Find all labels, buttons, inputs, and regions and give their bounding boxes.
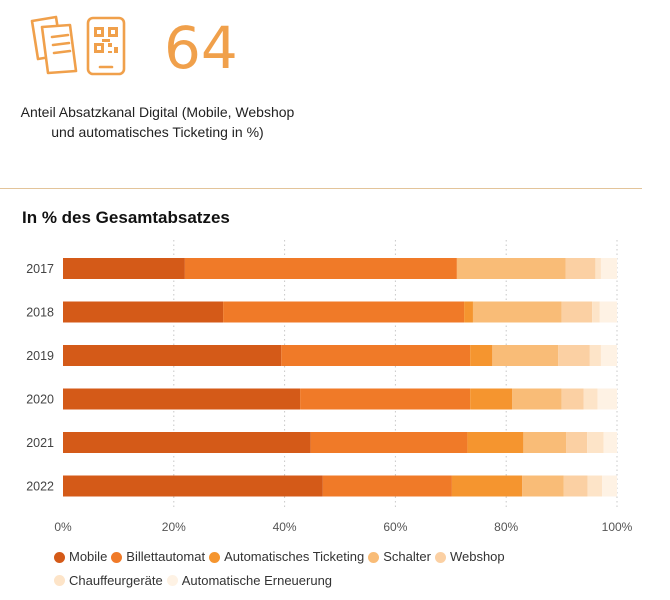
bar-segment bbox=[600, 345, 617, 366]
legend-swatch bbox=[166, 575, 178, 586]
bar-segment bbox=[322, 475, 452, 497]
bar-segment bbox=[592, 301, 600, 323]
bar-segment bbox=[63, 432, 311, 453]
bar-segment bbox=[522, 475, 564, 497]
legend-item: Chauffeurgeräte bbox=[54, 570, 163, 592]
bar-segment bbox=[456, 258, 566, 279]
bar-segment bbox=[63, 475, 323, 497]
bar-segment bbox=[561, 388, 584, 410]
legend-swatch bbox=[111, 551, 123, 563]
bar-segment bbox=[63, 258, 185, 279]
legend-label: Automatische Erneuerung bbox=[181, 572, 333, 588]
bar-segment bbox=[589, 345, 601, 366]
tickets-and-qr-phone-icon bbox=[30, 15, 126, 76]
y-tick-label: 2018 bbox=[26, 306, 54, 320]
bar-segment bbox=[561, 301, 593, 323]
legend-item: Webshop bbox=[434, 546, 505, 568]
legend-label: Billettautomat bbox=[126, 549, 206, 564]
kpi-description-line-2: und automatisches Ticketing in %) bbox=[51, 124, 264, 140]
bar-segment bbox=[512, 388, 562, 410]
x-tick-label: 20% bbox=[162, 520, 186, 534]
x-tick-label: 100% bbox=[602, 520, 633, 534]
y-tick-label: 2022 bbox=[26, 480, 54, 494]
bar-segment bbox=[184, 258, 457, 279]
bar-segment bbox=[223, 301, 465, 323]
bar-segment bbox=[587, 432, 604, 453]
legend-label: Mobile bbox=[69, 549, 108, 564]
y-tick-label: 2019 bbox=[26, 349, 54, 363]
bar-segment bbox=[603, 432, 617, 453]
bar-segment bbox=[467, 432, 524, 453]
bar-segment bbox=[281, 345, 471, 366]
y-tick-label: 2021 bbox=[26, 436, 54, 450]
kpi-description-line-1: Anteil Absatzkanal Digital (Mobile, Webs… bbox=[20, 104, 295, 120]
chart-title: In % des Gesamtabsatzes bbox=[22, 208, 230, 227]
bar-segment bbox=[300, 388, 471, 410]
bar-segment bbox=[599, 301, 617, 323]
legend-label: Schalter bbox=[383, 549, 431, 564]
bar-segment bbox=[595, 258, 601, 279]
bar-segment bbox=[583, 388, 598, 410]
legend-swatch bbox=[54, 551, 65, 563]
bar-segment bbox=[600, 258, 617, 279]
chart-legend: Mobile Billettautomat Automatisches Ticket… bbox=[54, 546, 614, 593]
legend-swatch bbox=[368, 551, 380, 563]
legend-swatch bbox=[209, 551, 221, 563]
legend-label: Automatisches Ticketing bbox=[224, 549, 365, 564]
bar-segment bbox=[566, 432, 588, 453]
bar-segment bbox=[558, 345, 590, 366]
bar-segment bbox=[492, 345, 559, 366]
bar-segment bbox=[597, 388, 617, 410]
x-tick-label: 40% bbox=[273, 520, 297, 534]
x-tick-label: 60% bbox=[383, 520, 407, 534]
bar-segment bbox=[565, 258, 596, 279]
kpi-description: Anteil Absatzkanal Digital (Mobile, Webs… bbox=[0, 102, 315, 142]
bar-segment bbox=[63, 345, 282, 366]
bar-segment bbox=[63, 388, 301, 410]
y-tick-label: 2020 bbox=[26, 393, 54, 407]
kpi-value: 64 bbox=[164, 14, 238, 82]
x-tick-label: 80% bbox=[494, 520, 518, 534]
y-tick-label: 2017 bbox=[26, 262, 54, 276]
legend-item: Automatisches Ticketing bbox=[209, 546, 364, 568]
bar-segment bbox=[587, 475, 603, 497]
bar-segment bbox=[523, 432, 567, 453]
legend-label: Webshop bbox=[449, 549, 505, 564]
bar-segment bbox=[63, 301, 224, 323]
legend-swatch bbox=[434, 551, 446, 563]
stacked-bar-chart: 0% 20% 40% 60% 80% 100% 2017 2018 2019 2020 2021 20… bbox=[26, 240, 633, 534]
legend-swatch bbox=[54, 575, 65, 586]
legend-label: Chauffeurgeräte bbox=[69, 572, 163, 588]
x-tick-label: 0% bbox=[54, 520, 72, 534]
bar-segment bbox=[602, 475, 617, 497]
bar-segment bbox=[563, 475, 588, 497]
legend-item: Schalter bbox=[368, 546, 431, 568]
bar-segment bbox=[470, 345, 493, 366]
bar-segment bbox=[464, 301, 473, 323]
legend-item: Automatische Erneuerung bbox=[166, 570, 333, 592]
bar-segment bbox=[451, 475, 523, 497]
legend-item: Mobile bbox=[54, 546, 107, 568]
bar-segment bbox=[470, 388, 513, 410]
section-divider bbox=[0, 188, 642, 189]
legend-item: Billettautomat bbox=[111, 546, 205, 568]
bar-segment bbox=[310, 432, 468, 453]
bar-segment bbox=[472, 301, 562, 323]
